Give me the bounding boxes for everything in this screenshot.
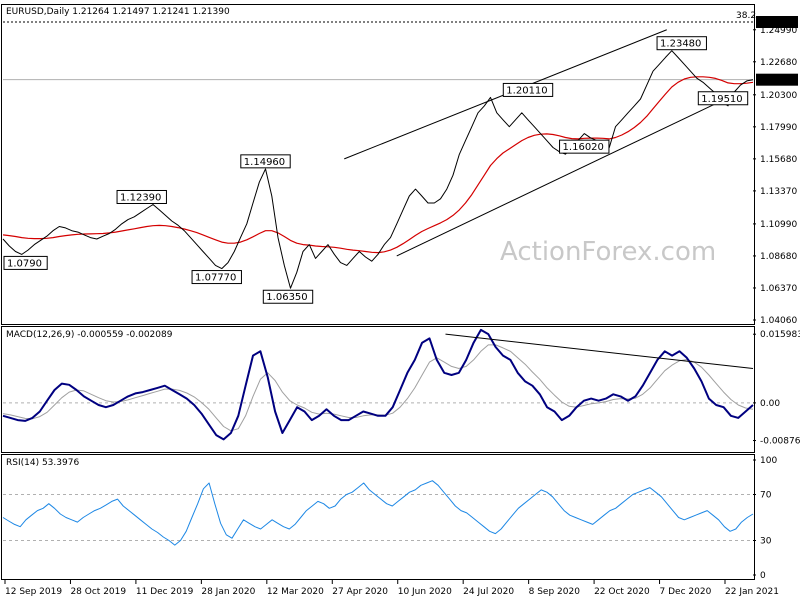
price-label-box bbox=[559, 139, 610, 154]
fib-level-label: 38.2 bbox=[736, 11, 756, 21]
price-y-tick-label: 1.04060 bbox=[760, 316, 797, 326]
price-label-box bbox=[502, 82, 554, 97]
macd-lines bbox=[2, 328, 754, 441]
price-label-box bbox=[191, 270, 242, 285]
rsi-y-tick-label: 70 bbox=[760, 491, 772, 501]
last-price-box bbox=[756, 73, 798, 86]
x-tick-label: 28 Oct 2019 bbox=[70, 587, 126, 597]
price-label-text: 1.07770 bbox=[195, 273, 236, 284]
price-label-text: 1.23480 bbox=[660, 39, 701, 50]
price-label-text: 1.20110 bbox=[506, 85, 547, 96]
x-tick-label: 27 Apr 2020 bbox=[332, 587, 388, 597]
x-tick-label: 10 Jun 2020 bbox=[398, 587, 452, 597]
price-y-tick-label: 1.24990 bbox=[760, 26, 797, 36]
price-label-box bbox=[262, 289, 314, 304]
channel-trendline bbox=[396, 94, 735, 257]
fib-value-box bbox=[756, 16, 798, 28]
price-label-box bbox=[240, 154, 291, 169]
x-tick-label: 12 Sep 2019 bbox=[5, 587, 62, 597]
watermark: ActionForex.com bbox=[500, 237, 716, 267]
fib-value-text: 1.25550 bbox=[759, 18, 796, 28]
price-y-tick-label: 1.20300 bbox=[760, 91, 797, 101]
price-label-box bbox=[3, 255, 48, 270]
macd-y-axis: 0.015983 0.00 -0.008762 bbox=[753, 330, 800, 447]
price-y-tick-label: 1.06370 bbox=[760, 284, 797, 294]
price-ma-line bbox=[2, 76, 754, 254]
price-label-text: 1.16020 bbox=[563, 142, 604, 153]
price-y-tick-label: 1.08680 bbox=[760, 252, 797, 262]
price-label-box bbox=[697, 91, 749, 106]
rsi-y-tick-label: 30 bbox=[760, 537, 772, 547]
x-tick-label: 22 Oct 2020 bbox=[594, 587, 650, 597]
price-label-text: 1.19510 bbox=[701, 94, 742, 105]
price-y-tick-label: 1.17990 bbox=[760, 123, 797, 133]
macd-panel-frame bbox=[1, 326, 755, 453]
price-label-text: 1.12390 bbox=[120, 192, 161, 203]
macd-y-tick-label: 0.00 bbox=[760, 399, 780, 409]
moving-average-line bbox=[2, 76, 754, 254]
rsi-panel-frame bbox=[1, 454, 755, 580]
rsi-line bbox=[2, 480, 754, 546]
price-grid bbox=[3, 21, 753, 81]
x-tick-label: 8 Sep 2020 bbox=[529, 587, 581, 597]
rsi-value-line bbox=[2, 480, 754, 546]
rsi-y-axis: 100 70 30 0 bbox=[753, 456, 777, 581]
macd-main-line bbox=[2, 328, 754, 441]
macd-y-tick-label: -0.008762 bbox=[760, 437, 800, 447]
price-label-text: 1.0790 bbox=[7, 258, 42, 269]
close-price-line bbox=[2, 50, 754, 289]
price-y-tick-label: 1.22680 bbox=[760, 58, 797, 68]
price-label-box bbox=[656, 36, 707, 51]
x-tick-label: 7 Dec 2020 bbox=[660, 587, 712, 597]
macd-trendline bbox=[445, 333, 754, 370]
price-label-box bbox=[116, 189, 167, 204]
x-axis: 12 Sep 2019 28 Oct 2019 11 Dec 2019 28 Jan … bbox=[4, 580, 779, 597]
rsi-panel-title: RSI(14) 53.3976 bbox=[6, 458, 79, 468]
price-label-text: 1.06350 bbox=[266, 292, 307, 303]
rsi-y-tick-label: 100 bbox=[760, 456, 777, 466]
x-tick-label: 22 Jan 2021 bbox=[725, 587, 779, 597]
rsi-y-tick-label: 0 bbox=[760, 571, 766, 581]
x-tick-label: 24 Jul 2020 bbox=[463, 587, 514, 597]
price-y-tick-label: 1.15680 bbox=[760, 155, 797, 165]
macd-y-tick-label: 0.015983 bbox=[760, 330, 800, 340]
x-tick-label: 28 Jan 2020 bbox=[201, 587, 255, 597]
price-panel-title: EURUSD,Daily 1.21264 1.21497 1.21241 1.2… bbox=[6, 7, 230, 17]
macd-panel-title: MACD(12,26,9) -0.000559 -0.002089 bbox=[6, 330, 173, 340]
price-y-tick-label: 1.10990 bbox=[760, 220, 797, 230]
last-price-text: 1.21390 bbox=[759, 76, 796, 86]
price-y-tick-label: 1.13370 bbox=[760, 187, 797, 197]
price-close-line bbox=[2, 50, 754, 289]
price-y-axis: 1.24990 1.22680 1.20300 1.17990 1.15680 1.133… bbox=[753, 16, 798, 326]
price-label-text: 1.14960 bbox=[244, 157, 285, 168]
x-tick-label: 11 Dec 2019 bbox=[136, 587, 194, 597]
rsi-grid bbox=[3, 494, 753, 541]
price-level-labels: 1.0790 1.12390 1.07770 1.14960 1.06350 1.2011… bbox=[3, 36, 749, 304]
x-tick-label: 12 Mar 2020 bbox=[267, 587, 324, 597]
price-panel-frame bbox=[1, 4, 755, 325]
